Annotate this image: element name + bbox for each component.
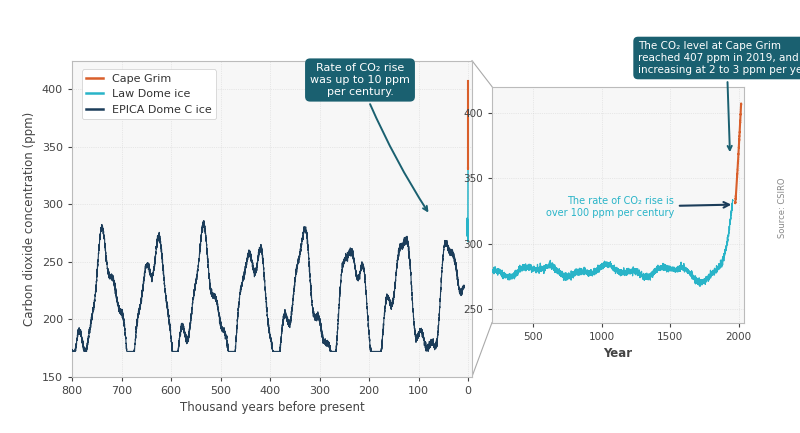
Text: Source: CSIRO: Source: CSIRO [778,178,787,238]
Y-axis label: Carbon dioxide concentration (ppm): Carbon dioxide concentration (ppm) [23,112,36,326]
X-axis label: Thousand years before present: Thousand years before present [180,401,364,414]
Text: The CO₂ level at Cape Grim
reached 407 ppm in 2019, and is
increasing at 2 to 3 : The CO₂ level at Cape Grim reached 407 p… [638,42,800,150]
Text: The rate of CO₂ rise is
over 100 ppm per century: The rate of CO₂ rise is over 100 ppm per… [546,197,729,218]
X-axis label: Year: Year [603,347,633,360]
Text: Rate of CO₂ rise
was up to 10 ppm
per century.: Rate of CO₂ rise was up to 10 ppm per ce… [310,63,427,211]
Legend: Cape Grim, Law Dome ice, EPICA Dome C ice: Cape Grim, Law Dome ice, EPICA Dome C ic… [82,69,216,120]
